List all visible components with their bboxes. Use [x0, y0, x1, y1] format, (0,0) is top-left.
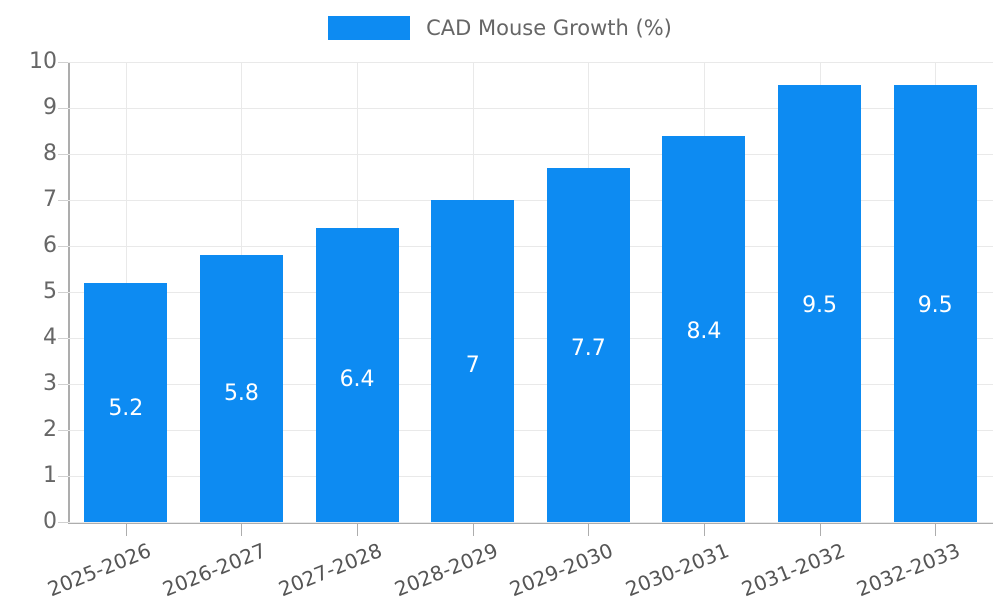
y-axis-tick-label: 6 [43, 233, 57, 258]
y-axis-tick-label: 0 [43, 509, 57, 534]
chart-legend: CAD Mouse Growth (%) [0, 8, 1000, 48]
x-axis-tick-mark [588, 524, 589, 536]
gridline-horizontal [68, 200, 993, 201]
bar-value-label: 6.4 [339, 366, 375, 392]
y-axis-tick-label: 1 [43, 463, 57, 488]
y-axis-tick-mark [58, 108, 68, 109]
y-axis-tick-mark [58, 200, 68, 201]
gridline-horizontal [68, 154, 993, 155]
x-axis-tick-mark [357, 524, 358, 536]
x-axis-tick-label: 2032-2033 [853, 538, 964, 600]
x-axis-tick-mark [704, 524, 705, 536]
bar-value-label: 7.7 [570, 335, 606, 361]
x-axis-line [68, 522, 993, 524]
y-axis-tick-label: 7 [43, 187, 57, 212]
bar-value-label: 8.4 [686, 319, 722, 345]
gridline-horizontal [68, 338, 993, 339]
gridline-horizontal [68, 522, 993, 523]
y-axis-tick-label: 2 [43, 417, 57, 442]
y-axis-tick-mark [58, 154, 68, 155]
gridline-horizontal [68, 476, 993, 477]
gridline-horizontal [68, 246, 993, 247]
x-axis-tick-mark [935, 524, 936, 536]
y-axis-tick-label: 8 [43, 141, 57, 166]
bar-value-label: 7 [465, 352, 480, 378]
x-axis-tick-mark [241, 524, 242, 536]
y-axis-tick-mark [58, 522, 68, 523]
bar-value-label: 5.8 [223, 381, 259, 407]
gridline-horizontal [68, 384, 993, 385]
bar[interactable] [199, 255, 283, 522]
gridline-horizontal [68, 430, 993, 431]
y-axis-tick-mark [58, 292, 68, 293]
bar[interactable] [893, 85, 977, 522]
y-axis-tick-label: 3 [43, 371, 57, 396]
y-axis-tick-label: 4 [43, 325, 57, 350]
x-axis-tick-mark [820, 524, 821, 536]
bar[interactable] [546, 167, 630, 522]
bar-value-label: 9.5 [802, 292, 838, 318]
bar[interactable] [778, 85, 862, 522]
y-axis-tick-mark [58, 246, 68, 247]
legend-swatch-cad-mouse-growth [328, 16, 411, 40]
gridline-horizontal [68, 108, 993, 109]
x-axis-tick-mark [126, 524, 127, 536]
y-axis-tick-mark [58, 384, 68, 385]
bar[interactable] [431, 200, 515, 522]
legend-label-cad-mouse-growth: CAD Mouse Growth (%) [426, 16, 672, 40]
y-axis-tick-mark [58, 62, 68, 63]
bar[interactable] [662, 135, 746, 522]
y-axis-tick-mark [58, 476, 68, 477]
plot-area: 5.2 5.8 6.4 7 7.7 8.4 9.5 9.5 [68, 62, 993, 523]
bar-value-label: 9.5 [917, 292, 953, 318]
y-axis-tick-mark [58, 338, 68, 339]
bar[interactable] [84, 282, 168, 522]
gridline-horizontal [68, 62, 993, 63]
y-axis-tick-label: 9 [43, 95, 57, 120]
y-axis-tick-label: 10 [29, 49, 57, 74]
y-axis-tick-label: 5 [43, 279, 57, 304]
gridline-horizontal [68, 292, 993, 293]
bar[interactable] [315, 227, 399, 522]
x-axis-tick-mark [473, 524, 474, 536]
bar-value-label: 5.2 [108, 395, 144, 421]
y-axis-tick-mark [58, 430, 68, 431]
